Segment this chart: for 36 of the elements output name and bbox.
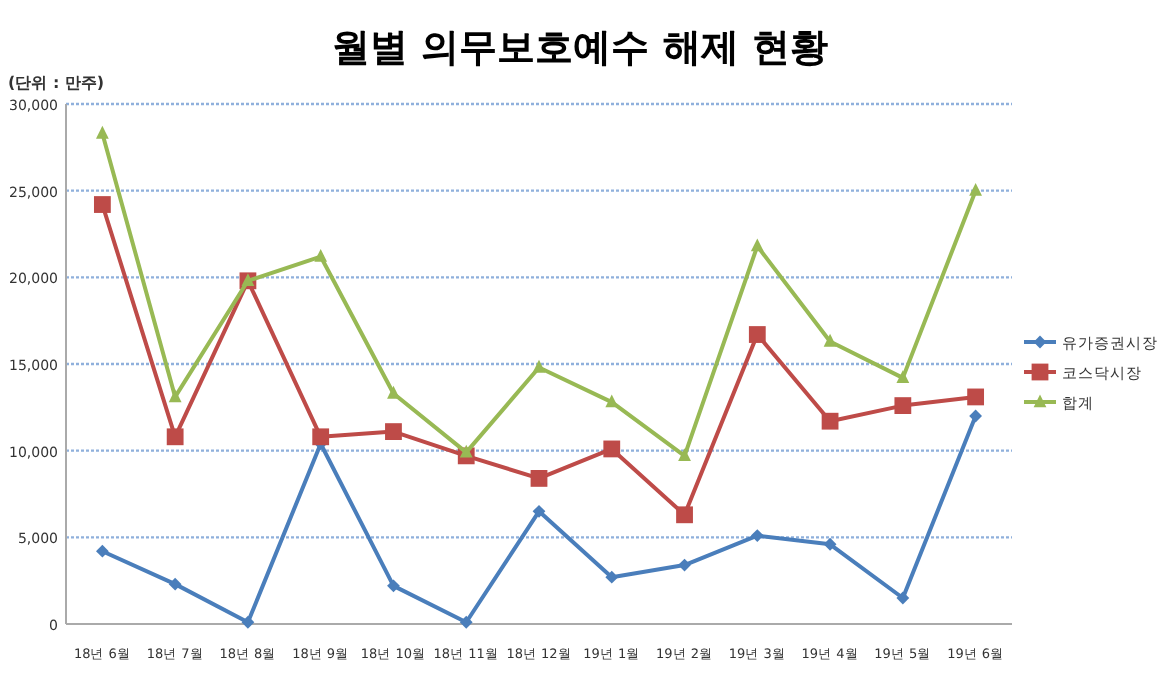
point <box>676 506 693 524</box>
point <box>821 412 839 430</box>
point <box>969 183 983 196</box>
point <box>748 326 766 343</box>
point <box>532 504 546 518</box>
point <box>166 428 184 446</box>
point <box>95 544 109 558</box>
point <box>93 196 111 213</box>
point <box>605 570 619 584</box>
point <box>459 444 473 458</box>
point <box>168 389 182 403</box>
point <box>530 470 548 487</box>
point <box>823 333 837 347</box>
point <box>387 579 400 593</box>
point <box>750 529 764 542</box>
point <box>967 388 985 406</box>
point <box>168 577 182 591</box>
chart-title: 월별 의무보호예수 해제 현황 <box>332 26 828 70</box>
y-axis-title: (단위 : 만주) <box>8 74 105 92</box>
point <box>894 397 912 414</box>
point <box>969 409 983 423</box>
point <box>387 385 400 399</box>
point <box>605 394 619 408</box>
point <box>385 423 402 440</box>
point <box>750 238 764 252</box>
point <box>896 591 910 605</box>
point <box>312 428 330 446</box>
point <box>823 537 837 551</box>
point <box>678 448 691 462</box>
point <box>314 248 328 262</box>
point <box>241 615 255 629</box>
point <box>459 615 473 629</box>
point <box>896 370 910 384</box>
point <box>532 359 546 373</box>
point <box>95 125 109 139</box>
point <box>603 440 621 458</box>
